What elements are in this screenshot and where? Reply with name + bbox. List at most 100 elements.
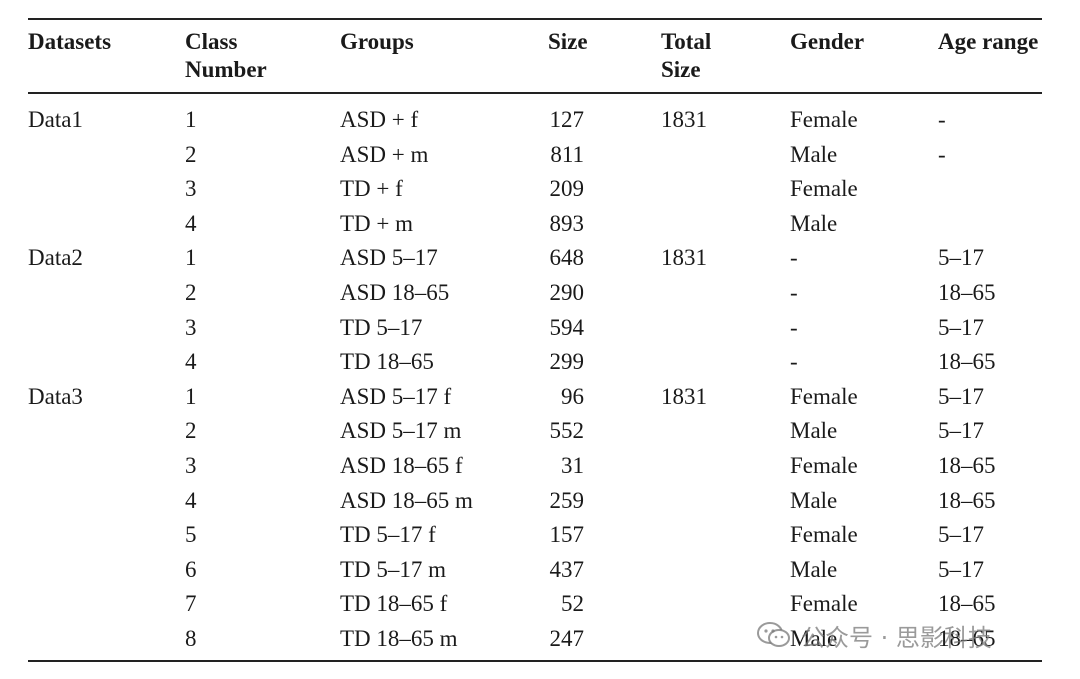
cell-size: 811: [550, 141, 584, 167]
cell-age-range: 5–17: [938, 418, 984, 444]
cell-class-number: 4: [185, 487, 197, 513]
cell-size: 648: [549, 245, 585, 271]
cell-size: 157: [549, 522, 585, 548]
wechat-icon: [757, 622, 791, 648]
header-groups-text: Groups: [340, 29, 414, 54]
table-top-rule: [28, 18, 1042, 20]
header-total-size: Total Size: [661, 28, 711, 84]
cell-dataset: Data3: [28, 383, 83, 409]
cell-class-number: 5: [185, 522, 197, 548]
cell-size: 127: [549, 107, 585, 132]
cell-gender: -: [790, 280, 798, 305]
cell-age-range: 5–17: [938, 556, 984, 582]
cell-class-number: 4: [185, 210, 197, 236]
cell-age-range: 18–65: [938, 453, 996, 478]
header-gender: Gender: [790, 28, 864, 56]
cell-class-number: 4: [185, 349, 197, 375]
cell-class-number: 7: [185, 591, 197, 617]
cell-class-number: 2: [185, 280, 197, 305]
cell-total-size: 1831: [661, 245, 707, 271]
cell-total-size: 1831: [661, 107, 707, 132]
header-size: Size: [548, 28, 588, 56]
cell-gender: -: [790, 314, 798, 340]
cell-group: ASD 18–65: [340, 280, 450, 305]
header-class-number: Class Number: [185, 28, 267, 84]
cell-gender: Female: [790, 383, 858, 409]
cell-size: 290: [549, 280, 585, 305]
cell-gender: Female: [790, 453, 858, 478]
cell-class-number: 8: [185, 626, 197, 651]
cell-group: ASD 18–65 f: [340, 453, 463, 478]
cell-gender: Male: [790, 487, 838, 513]
cell-class-number: 3: [185, 453, 197, 478]
cell-age-range: 5–17: [938, 245, 984, 271]
cell-class-number: 3: [185, 176, 197, 202]
cell-group: TD 18–65 m: [340, 626, 458, 651]
cell-gender: Male: [790, 141, 838, 167]
header-datasets: Datasets: [28, 28, 111, 56]
cell-size: 893: [549, 210, 585, 236]
cell-dataset: Data1: [28, 107, 83, 132]
cell-age-range: 18–65: [938, 591, 996, 617]
header-class-number-line2: Number: [185, 57, 267, 82]
cell-age-range: -: [938, 141, 946, 167]
cell-size: 247: [549, 626, 585, 651]
cell-size: 209: [549, 176, 585, 202]
cell-gender: Male: [790, 556, 838, 582]
cell-size: 52: [561, 591, 584, 617]
cell-size: 552: [549, 418, 585, 444]
table-header-rule: [28, 92, 1042, 94]
cell-age-range: 18–65: [938, 626, 996, 651]
watermark-text: 公众号 · 思影科技: [801, 623, 992, 652]
cell-size: 437: [549, 556, 585, 582]
cell-gender: Female: [790, 591, 858, 617]
cell-age-range: 5–17: [938, 522, 984, 548]
cell-size: 96: [561, 383, 584, 409]
cell-group: TD 5–17 m: [340, 556, 447, 582]
cell-dataset: Data2: [28, 245, 83, 271]
cell-gender: Male: [790, 626, 838, 651]
cell-gender: Female: [790, 176, 858, 202]
cell-age-range: 5–17: [938, 314, 984, 340]
cell-class-number: 3: [185, 314, 197, 340]
cell-group: ASD 5–17: [340, 245, 438, 271]
header-groups: Groups: [340, 28, 414, 56]
cell-gender: Female: [790, 522, 858, 548]
cell-group: TD 18–65 f: [340, 591, 448, 617]
cell-gender: Female: [790, 107, 858, 132]
cell-class-number: 2: [185, 141, 197, 167]
cell-group: ASD 5–17 m: [340, 418, 462, 444]
cell-class-number: 2: [185, 418, 197, 444]
cell-group: TD 5–17 f: [340, 522, 436, 548]
cell-age-range: 5–17: [938, 383, 984, 409]
cell-group: ASD + f: [340, 107, 419, 132]
cell-size: 299: [549, 349, 585, 375]
header-class-number-line1: Class: [185, 29, 238, 54]
cell-class-number: 1: [185, 245, 197, 271]
cell-gender: -: [790, 349, 798, 375]
header-gender-text: Gender: [790, 29, 865, 54]
header-age-range-text: Age range: [938, 29, 1039, 54]
cell-total-size: 1831: [661, 383, 707, 409]
cell-group: ASD 5–17 f: [340, 383, 452, 409]
cell-group: TD 5–17: [340, 314, 423, 340]
cell-age-range: -: [938, 107, 946, 132]
cell-gender: -: [790, 245, 798, 271]
cell-gender: Male: [790, 210, 838, 236]
cell-size: 259: [549, 487, 585, 513]
cell-group: TD + f: [340, 176, 403, 202]
cell-group: ASD + m: [340, 141, 429, 167]
cell-class-number: 6: [185, 556, 197, 582]
watermark: 公众号 · 思影科技: [757, 619, 992, 652]
cell-group: ASD 18–65 m: [340, 487, 473, 513]
cell-gender: Male: [790, 418, 838, 444]
cell-group: TD + m: [340, 210, 414, 236]
header-age-range: Age range: [938, 28, 1038, 56]
header-total-size-line1: Total: [661, 29, 712, 54]
cell-class-number: 1: [185, 383, 197, 409]
cell-age-range: 18–65: [938, 280, 996, 305]
header-total-size-line2: Size: [661, 57, 701, 82]
cell-size: 31: [561, 453, 584, 478]
cell-age-range: 18–65: [938, 487, 996, 513]
header-datasets-text: Datasets: [28, 29, 112, 54]
